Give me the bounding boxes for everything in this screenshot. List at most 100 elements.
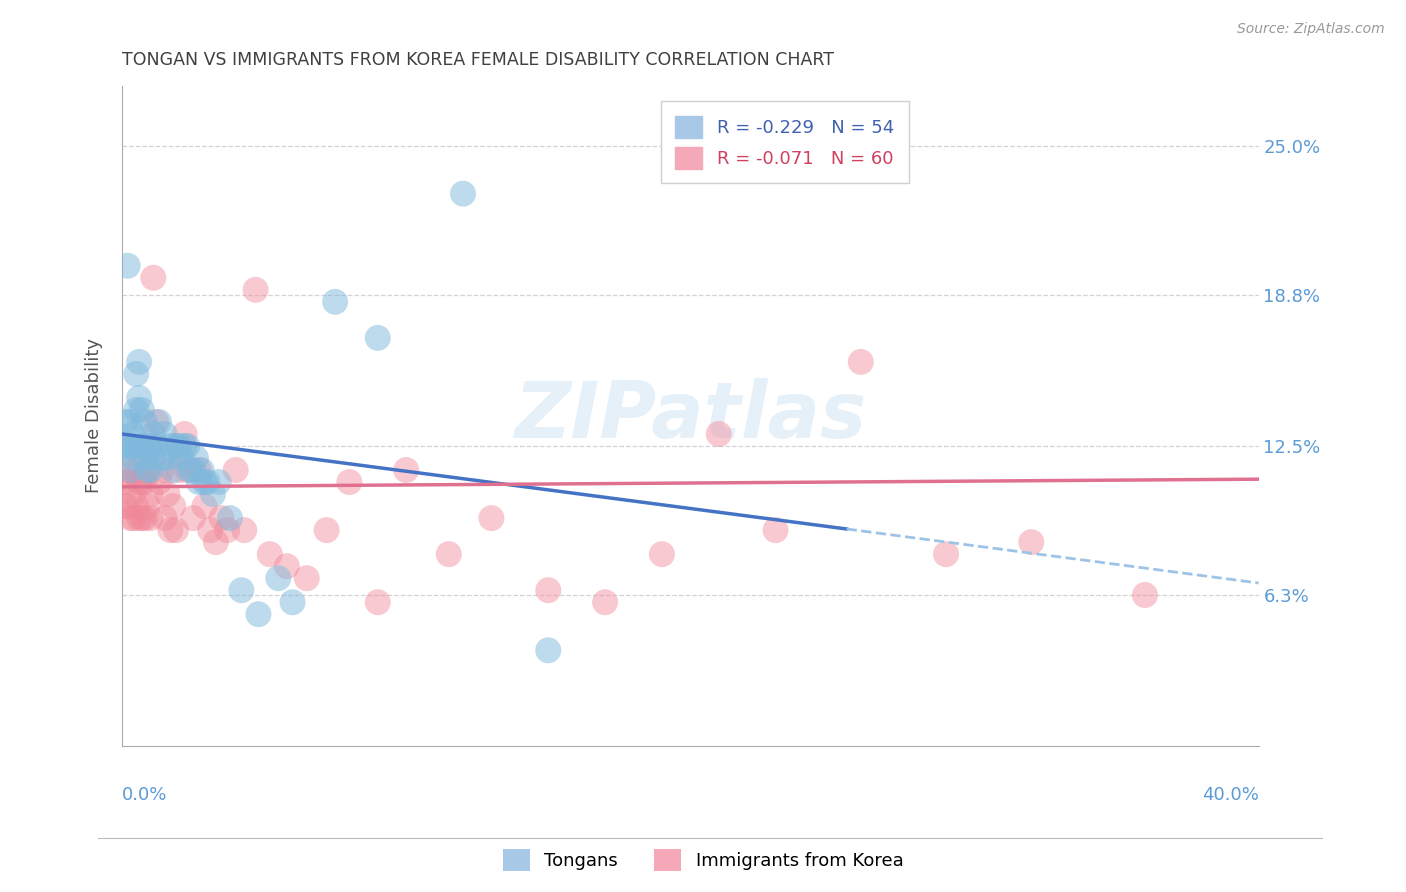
Point [150,463,173,477]
Point [167,439,190,453]
Point [1133,588,1156,602]
Point [134,511,156,525]
Legend: Tongans, Immigrants from Korea: Tongans, Immigrants from Korea [495,842,911,879]
Point [281,595,304,609]
Point [187,463,209,477]
Text: Source: ZipAtlas.com: Source: ZipAtlas.com [1237,22,1385,37]
Point [128,511,150,525]
Point [193,475,215,489]
Point [128,355,150,369]
Point [125,499,148,513]
Point [120,439,142,453]
Point [170,450,193,465]
Point [367,595,389,609]
Point [481,511,503,525]
Point [114,415,136,429]
Point [136,463,159,477]
Point [935,547,957,561]
Y-axis label: Female Disability: Female Disability [86,338,103,493]
Point [195,475,218,489]
Text: 40.0%: 40.0% [1202,786,1258,804]
Point [193,499,215,513]
Text: TONGAN VS IMMIGRANTS FROM KOREA FEMALE DISABILITY CORRELATION CHART: TONGAN VS IMMIGRANTS FROM KOREA FEMALE D… [122,51,834,69]
Point [765,523,787,537]
Point [148,415,170,429]
Point [134,475,156,489]
Point [156,450,179,465]
Point [114,439,136,453]
Point [233,523,256,537]
Text: ZIPatlas: ZIPatlas [515,378,866,454]
Point [217,523,239,537]
Point [134,450,156,465]
Point [120,475,142,489]
Point [159,439,181,453]
Point [136,439,159,453]
Point [219,511,242,525]
Point [136,463,159,477]
Point [139,487,162,501]
Point [437,547,460,561]
Point [114,475,136,489]
Point [181,511,204,525]
Point [451,186,474,201]
Point [176,463,198,477]
Point [128,391,150,405]
Point [537,643,560,657]
Point [179,463,201,477]
Point [176,439,198,453]
Point [225,463,247,477]
Point [184,450,207,465]
Point [131,403,153,417]
Point [245,283,267,297]
Point [139,511,162,525]
Point [145,439,167,453]
Point [131,511,153,525]
Point [165,523,187,537]
Point [125,463,148,477]
Point [136,499,159,513]
Point [122,511,145,525]
Point [165,439,187,453]
Point [117,499,139,513]
Point [117,463,139,477]
Point [323,294,346,309]
Point [247,607,270,622]
Point [142,270,165,285]
Point [162,499,184,513]
Point [139,463,162,477]
Point [134,415,156,429]
Point [117,439,139,453]
Point [187,475,209,489]
Point [208,475,231,489]
Point [156,487,179,501]
Point [1019,535,1042,549]
Point [145,415,167,429]
Point [117,259,139,273]
Point [173,439,195,453]
Point [122,487,145,501]
Point [337,475,360,489]
Point [125,403,148,417]
Point [153,427,176,442]
Point [167,463,190,477]
Point [651,547,673,561]
Text: 0.0%: 0.0% [122,786,167,804]
Point [367,331,389,345]
Point [593,595,616,609]
Point [315,523,337,537]
Point [125,367,148,381]
Point [139,439,162,453]
Point [122,427,145,442]
Point [295,571,318,585]
Point [276,559,298,574]
Point [150,450,173,465]
Point [181,463,204,477]
Point [395,463,418,477]
Point [131,439,153,453]
Point [201,487,224,501]
Point [259,547,281,561]
Point [120,415,142,429]
Point [120,463,142,477]
Point [211,511,233,525]
